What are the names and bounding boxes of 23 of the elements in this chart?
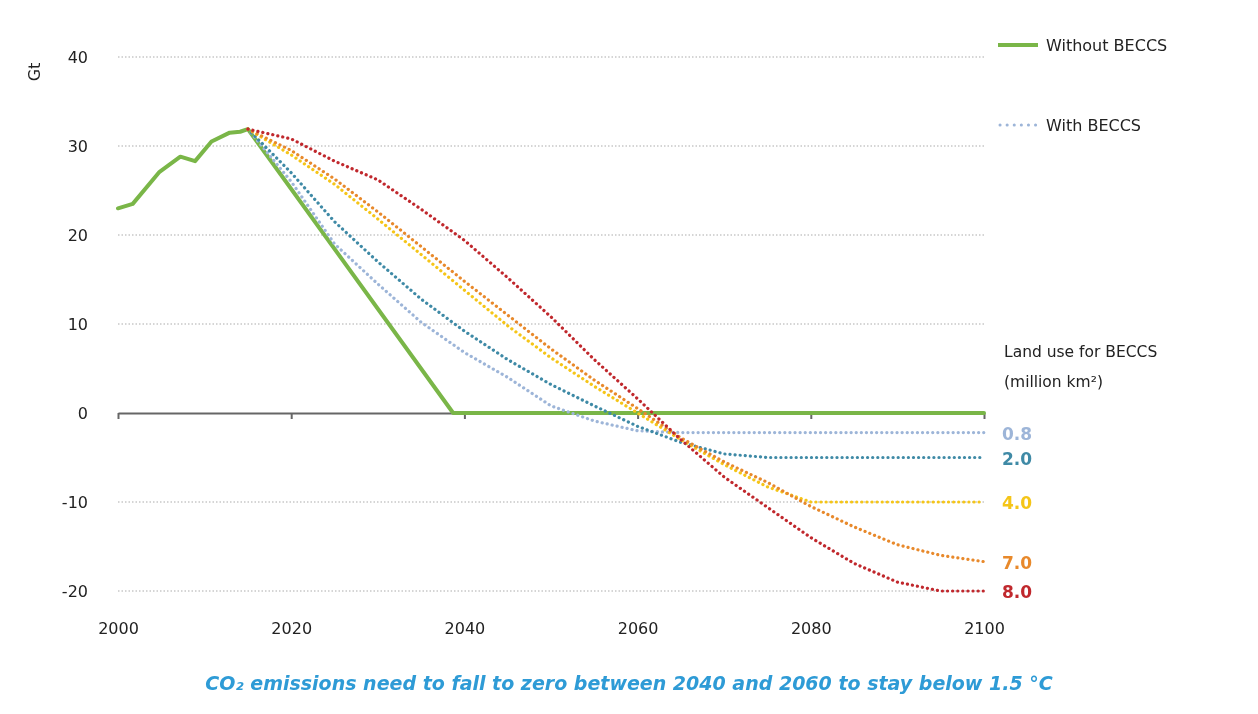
text: With BECCS [1046,116,1141,135]
series-label: 8.0 [1002,582,1033,602]
series-label: 2.0 [1002,448,1033,469]
text: CO₂ emissions need to fall to zero between 2040 and 2060 to stay below 1.5 °C [205,672,1053,694]
legend-label: Without BECCS [1046,36,1168,55]
legend-title: Land use for BECCS (million km²) [1004,343,1158,391]
y-axis-title: Gt [25,62,44,82]
x-tick-label: 2100 [964,619,1005,639]
series-label: 0.8 [1002,423,1033,444]
x-tick-label: 2040 [444,619,486,639]
y-tick-label: -20 [61,581,88,601]
y-tick-label: 20 [67,225,88,245]
series-label: 4.0 [1002,493,1033,513]
x-tick-label: 2080 [790,619,832,639]
y-tick-label: 30 [67,136,88,156]
y-tick-label: 0 [77,403,88,423]
series-label: 7.0 [1002,552,1033,573]
x-tick-label: 2060 [617,619,659,639]
x-tick-label: 2020 [271,619,313,639]
y-tick-label: 10 [67,314,88,334]
y-tick-label: 40 [67,47,88,67]
y-tick-label: -10 [61,492,88,512]
x-tick-label: 2000 [98,619,139,639]
